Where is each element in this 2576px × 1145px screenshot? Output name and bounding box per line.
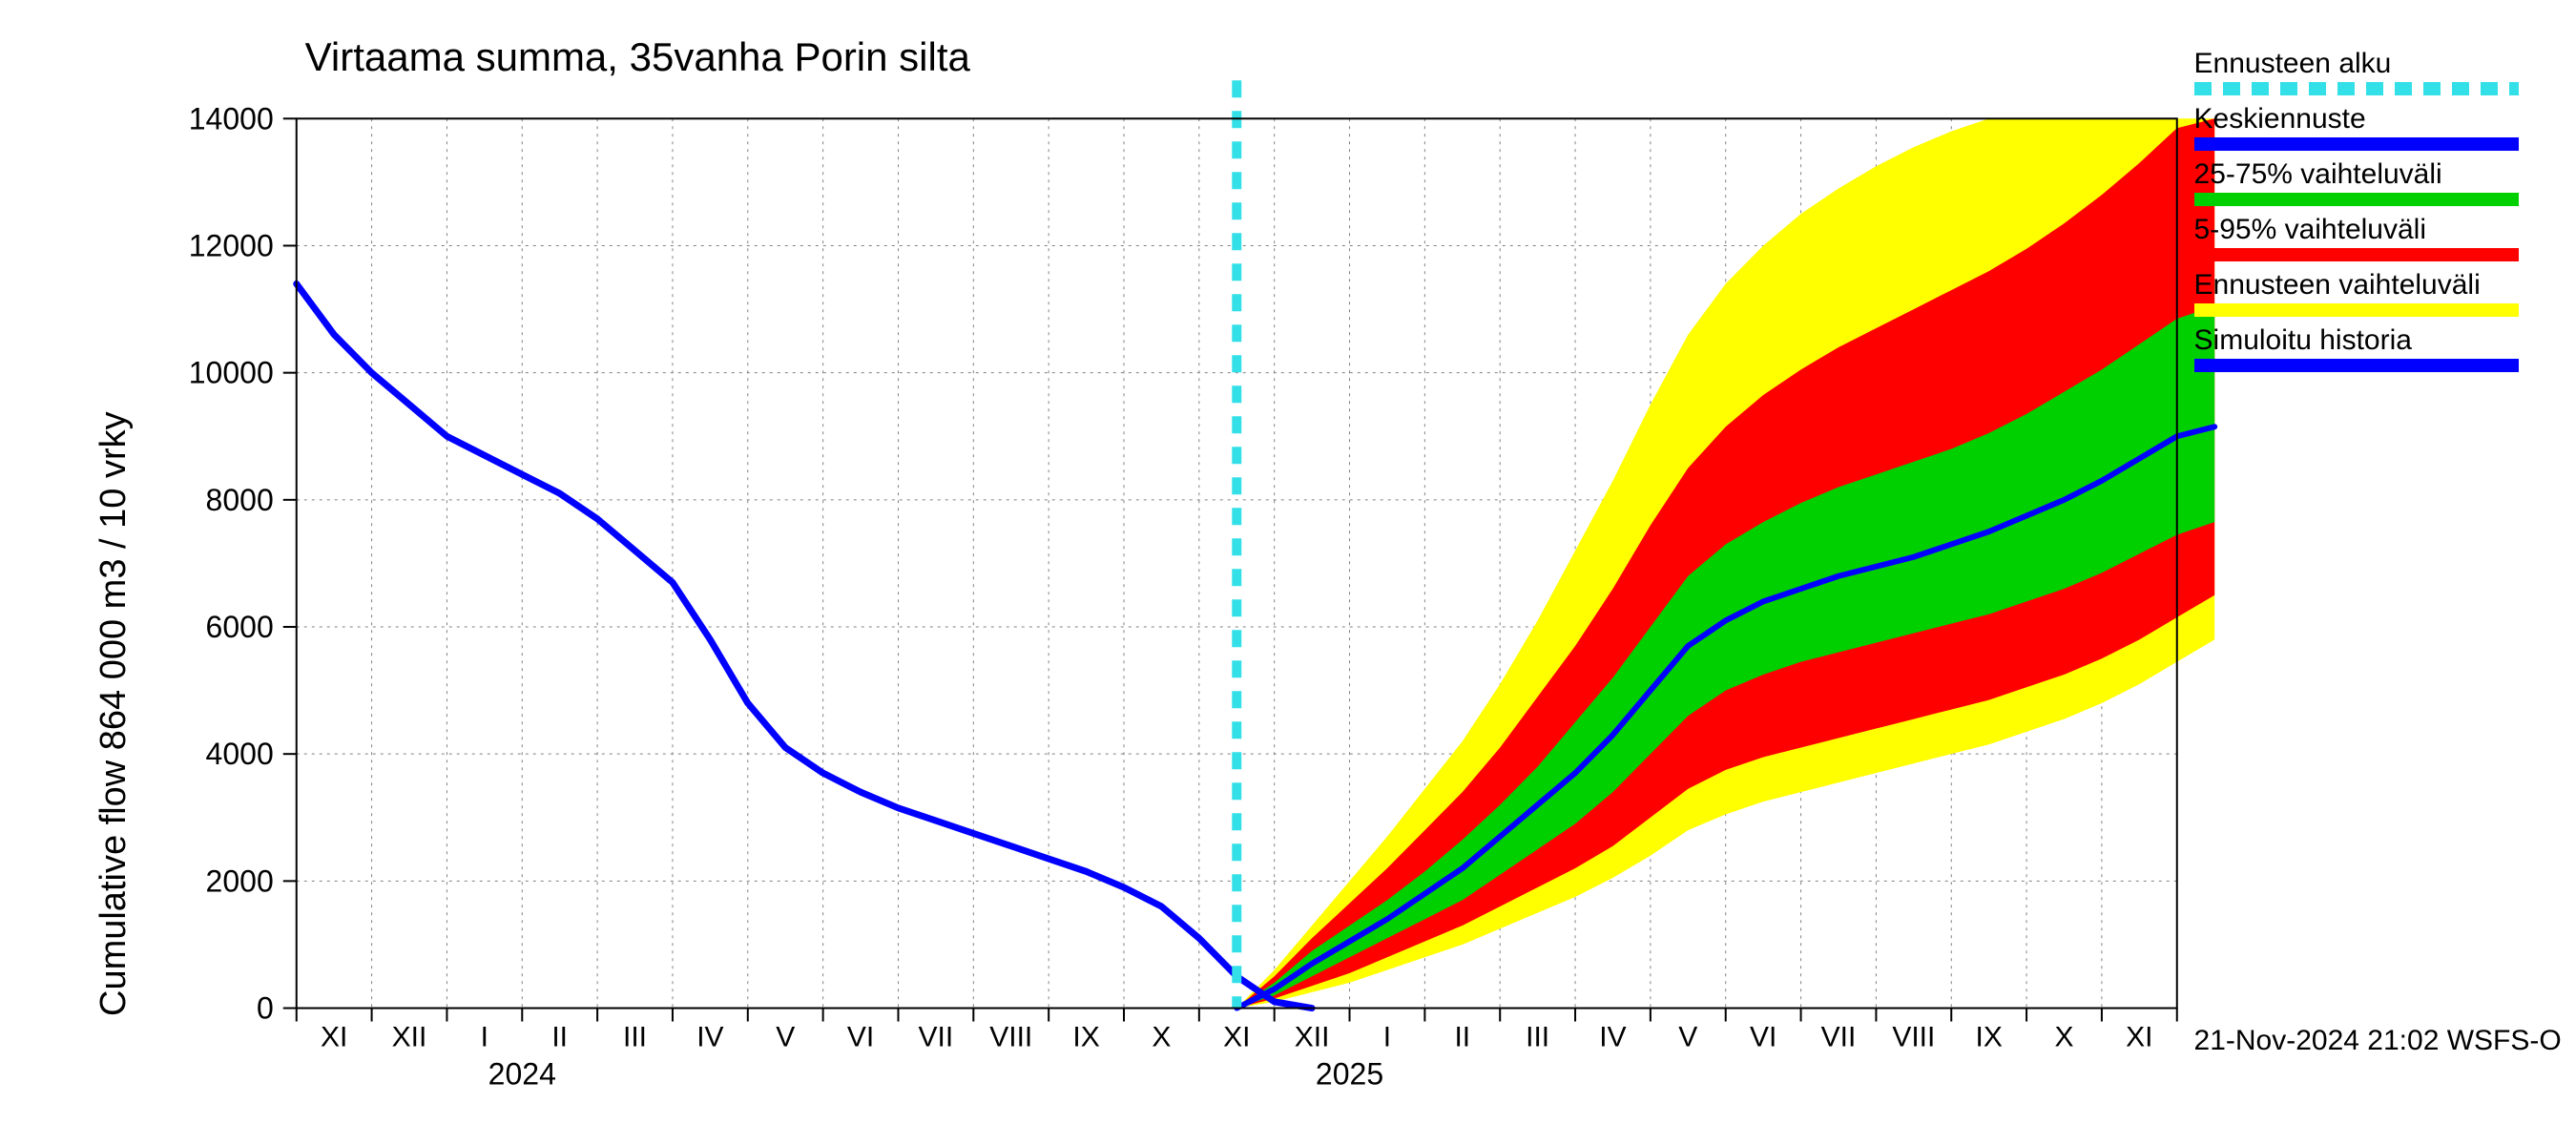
svg-text:VI: VI [1750,1022,1776,1053]
svg-text:VII: VII [919,1022,954,1053]
legend-swatch [2194,359,2519,372]
legend-label: Simuloitu historia [2194,324,2519,357]
legend-item: 25-75% vaihteluväli [2194,158,2519,206]
svg-text:2024: 2024 [488,1057,556,1092]
legend-label: Keskiennuste [2194,103,2519,135]
legend-item: Keskiennuste [2194,103,2519,151]
svg-text:VII: VII [1821,1022,1857,1053]
svg-text:IV: IV [696,1022,723,1053]
svg-text:III: III [623,1022,647,1053]
svg-text:6000: 6000 [206,610,274,644]
legend-item: Ennusteen vaihteluväli [2194,269,2519,317]
svg-text:XI: XI [1223,1022,1250,1053]
svg-text:XI: XI [321,1022,347,1053]
svg-text:XII: XII [392,1022,427,1053]
chart-footer: 21-Nov-2024 21:02 WSFS-O [2194,1025,2562,1057]
legend-item: Ennusteen alku [2194,48,2519,95]
svg-text:12000: 12000 [189,228,274,262]
legend-label: 25-75% vaihteluväli [2194,158,2519,191]
svg-text:V: V [776,1022,795,1053]
svg-text:0: 0 [257,991,274,1026]
svg-text:8000: 8000 [206,483,274,517]
svg-text:I: I [1383,1022,1391,1053]
svg-text:XI: XI [2126,1022,2152,1053]
legend-swatch [2194,303,2519,317]
svg-text:III: III [1526,1022,1549,1053]
chart-title: Virtaama summa, 35vanha Porin silta [305,34,970,80]
legend-label: 5-95% vaihteluväli [2194,214,2519,246]
svg-text:2000: 2000 [206,864,274,898]
svg-text:4000: 4000 [206,737,274,771]
svg-text:14000: 14000 [189,101,274,135]
legend-label: Ennusteen alku [2194,48,2519,80]
legend-item: Simuloitu historia [2194,324,2519,372]
svg-text:IV: IV [1599,1022,1626,1053]
svg-text:VIII: VIII [989,1022,1032,1053]
chart-legend: Ennusteen alku Keskiennuste 25-75% vaihtel… [2194,48,2519,380]
y-axis-label: Cumulative flow 864 000 m3 / 10 vrky [93,412,135,1017]
svg-text:XII: XII [1295,1022,1330,1053]
svg-text:X: X [2055,1022,2074,1053]
legend-swatch [2194,137,2519,151]
legend-item: 5-95% vaihteluväli [2194,214,2519,261]
legend-swatch [2194,248,2519,261]
svg-text:II: II [1454,1022,1470,1053]
svg-text:X: X [1152,1022,1171,1053]
legend-swatch [2194,193,2519,206]
legend-label: Ennusteen vaihteluväli [2194,269,2519,302]
legend-swatch [2194,82,2519,95]
svg-text:VI: VI [847,1022,874,1053]
svg-text:2025: 2025 [1316,1057,1383,1092]
cumulative-flow-chart: 02000400060008000100001200014000XIXIIIII… [0,0,2576,1145]
svg-text:VIII: VIII [1892,1022,1935,1053]
svg-text:IX: IX [1975,1022,2002,1053]
svg-text:II: II [551,1022,568,1053]
svg-text:V: V [1678,1022,1697,1053]
svg-text:10000: 10000 [189,356,274,390]
svg-text:IX: IX [1072,1022,1099,1053]
svg-text:I: I [481,1022,488,1053]
